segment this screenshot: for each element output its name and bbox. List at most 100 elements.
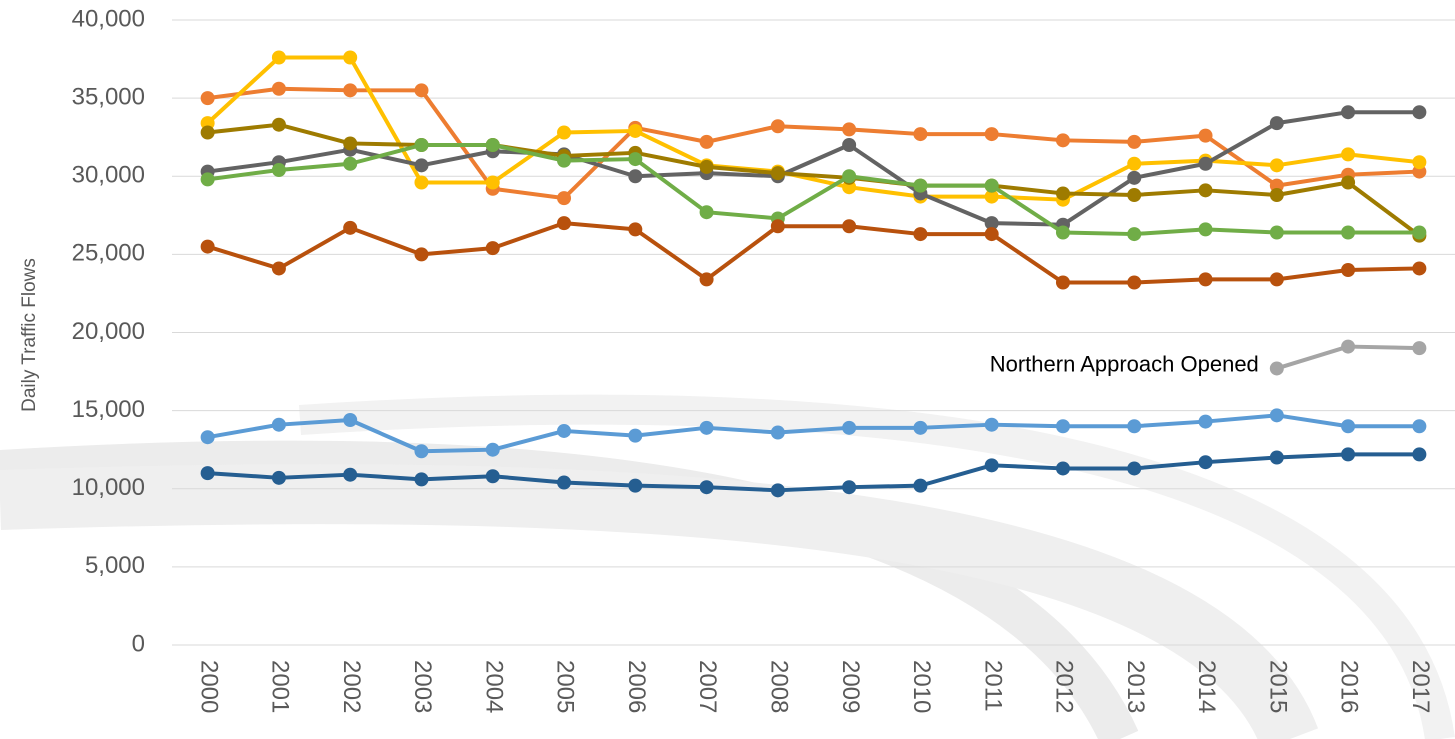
data-point: [770, 425, 785, 440]
data-point: [271, 117, 286, 132]
data-point: [1198, 183, 1213, 198]
series-line: [207, 452, 1420, 493]
series-line: [207, 86, 1420, 201]
series-line: [207, 110, 1420, 227]
data-point: [200, 430, 215, 445]
data-point: [913, 478, 928, 493]
data-point: [1055, 419, 1070, 434]
data-point: [628, 222, 643, 237]
data-point: [842, 420, 857, 435]
x-tick-label: 2007: [694, 660, 721, 713]
data-point: [343, 220, 358, 235]
data-point: [1127, 156, 1142, 171]
x-tick-label: 2017: [1407, 660, 1434, 713]
data-point: [200, 172, 215, 187]
data-point: [414, 444, 429, 459]
data-point: [1269, 158, 1284, 173]
data-point: [1127, 275, 1142, 290]
data-point: [1269, 450, 1284, 465]
data-point: [414, 158, 429, 173]
data-point: [271, 163, 286, 177]
data-point: [1127, 461, 1142, 476]
data-point: [485, 469, 500, 484]
data-point: [770, 166, 785, 181]
data-point: [1127, 188, 1142, 202]
data-point: [1341, 339, 1356, 354]
y-tick-label: 35,000: [72, 83, 145, 110]
series-line: [207, 413, 1420, 454]
y-tick-label: 20,000: [72, 318, 145, 345]
data-point: [628, 152, 643, 167]
data-point: [1198, 414, 1213, 429]
data-point: [200, 125, 215, 140]
data-point: [1341, 447, 1356, 462]
data-point: [1198, 156, 1213, 171]
data-point: [414, 175, 429, 190]
data-point: [1055, 186, 1070, 201]
x-tick-label: 2016: [1336, 660, 1363, 713]
x-tick-label: 2000: [195, 660, 222, 713]
data-point: [1269, 116, 1284, 131]
data-point: [1269, 408, 1284, 423]
data-point: [1269, 361, 1284, 376]
y-tick-label: 25,000: [72, 240, 145, 267]
data-point: [343, 50, 358, 65]
data-point: [628, 123, 643, 138]
data-point: [1412, 419, 1427, 434]
series-line: [207, 143, 1420, 237]
x-tick-label: 2003: [409, 660, 436, 713]
data-point: [699, 134, 714, 149]
data-point: [1341, 105, 1356, 120]
data-point: [414, 472, 429, 487]
data-point: [485, 175, 500, 190]
data-point: [1269, 225, 1284, 240]
data-point: [1055, 275, 1070, 290]
data-point: [984, 458, 999, 473]
data-point: [842, 122, 857, 137]
y-tick-label: 0: [132, 630, 145, 657]
data-point: [699, 480, 714, 495]
x-tick-label: 2013: [1122, 660, 1149, 713]
x-tick-label: 2015: [1264, 660, 1291, 713]
data-point: [1412, 155, 1427, 170]
data-point: [770, 219, 785, 234]
data-point: [984, 189, 999, 204]
data-point: [485, 138, 500, 152]
data-point: [1055, 461, 1070, 476]
series-line: [207, 221, 1420, 285]
x-tick-label: 2010: [908, 660, 935, 713]
data-point: [271, 261, 286, 276]
data-point: [557, 125, 572, 140]
data-point: [1341, 225, 1356, 240]
x-tick-label: 2012: [1051, 660, 1078, 713]
data-point: [557, 475, 572, 490]
data-point: [1412, 261, 1427, 276]
y-tick-label: 30,000: [72, 162, 145, 189]
data-point: [1412, 341, 1427, 356]
y-axis-label: Daily Traffic Flows: [19, 258, 40, 412]
y-tick-label: 10,000: [72, 474, 145, 501]
y-tick-label: 40,000: [72, 5, 145, 32]
x-tick-label: 2001: [267, 660, 294, 713]
data-point: [984, 417, 999, 432]
x-tick-label: 2004: [480, 660, 507, 713]
data-point: [770, 483, 785, 498]
data-point: [1412, 447, 1427, 462]
data-point: [984, 178, 999, 193]
data-point: [984, 216, 999, 231]
data-point: [699, 272, 714, 287]
data-point: [1127, 134, 1142, 149]
y-tick-label: 5,000: [85, 552, 145, 579]
x-tick-label: 2009: [837, 660, 864, 713]
data-point: [343, 413, 358, 427]
data-point: [1055, 225, 1070, 240]
data-point: [1055, 133, 1070, 148]
data-point: [842, 480, 857, 495]
data-point: [343, 467, 358, 482]
data-point: [1341, 263, 1356, 277]
x-tick-label: 2011: [979, 660, 1006, 712]
data-point: [1198, 455, 1213, 470]
x-tick-label: 2002: [338, 660, 365, 713]
data-point: [1341, 147, 1356, 162]
